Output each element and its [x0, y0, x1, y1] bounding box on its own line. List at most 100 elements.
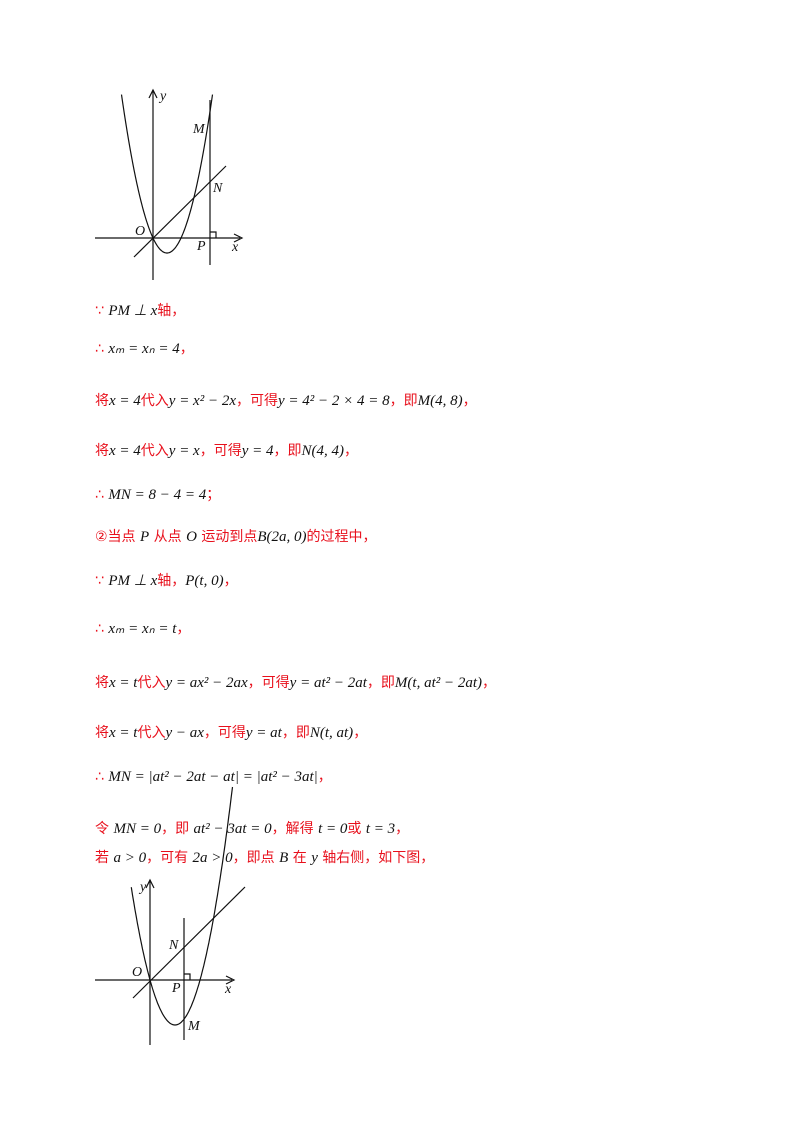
math: PM ⊥ x [108, 303, 158, 319]
text: 轴， [157, 303, 186, 319]
point-label: N [212, 181, 223, 196]
text: 将 [95, 725, 109, 741]
math: P(t, 0) [185, 573, 224, 589]
math: y − ax [165, 725, 204, 741]
point-label: x [231, 240, 239, 255]
text-line: 将x = 4代入y = x² − 2x，可得y = 4² − 2 × 4 = 8… [95, 390, 477, 410]
text-line: ∴ MN = 8 − 4 = 4； [95, 484, 220, 504]
math: PM ⊥ x [108, 573, 158, 589]
text: ， [344, 443, 358, 459]
math: P [140, 529, 150, 545]
arrow [225, 975, 236, 985]
math: y [311, 850, 318, 866]
arrow [145, 878, 155, 889]
math: B [279, 850, 289, 866]
text: ，即 [281, 725, 310, 741]
text: 代入 [137, 675, 166, 691]
parabola [130, 786, 234, 1026]
text-line: ②当点 P 从点 O 运动到点B(2a, 0)的过程中， [95, 526, 377, 546]
text: 或 [347, 821, 366, 837]
text: 从点 [149, 529, 187, 545]
arrow [148, 88, 158, 99]
right-angle [184, 973, 191, 980]
text: ， [176, 621, 191, 637]
math: y = at [245, 725, 282, 741]
text: ，即点 [232, 850, 280, 866]
text: ，即 [273, 443, 302, 459]
math: y = 4² − 2 × 4 = 8 [278, 393, 390, 409]
point-label: y [138, 880, 147, 895]
text: ， [223, 573, 238, 589]
point-label: O [135, 224, 145, 239]
text: ，即 [389, 393, 418, 409]
math: x = 4 [109, 393, 141, 409]
point-label: P [196, 239, 206, 254]
text: 将 [95, 443, 109, 459]
math: y = x [168, 443, 200, 459]
figure-2 [95, 786, 246, 1045]
text-line: 将x = t代入y = ax² − 2ax，可得y = at² − 2at，即M… [95, 672, 496, 692]
right-angle [210, 231, 217, 238]
math: t = 3 [365, 821, 396, 837]
text: 代入 [137, 725, 166, 741]
text: ，即 [366, 675, 395, 691]
text-line: ∵ PM ⊥ x轴， [95, 300, 185, 320]
text: ， [179, 341, 194, 357]
point-label: x [224, 982, 232, 997]
math: at² − 3at = 0 [193, 821, 272, 837]
text: 运动到点 [196, 529, 258, 545]
math: x = 4 [109, 443, 141, 459]
text-line: 令 MN = 0，即 at² − 3at = 0，解得 t = 0或 t = 3… [95, 818, 409, 838]
text: ，解得 [271, 821, 319, 837]
text: ， [462, 393, 477, 409]
math: t = 0 [318, 821, 348, 837]
math: B(2a, 0) [257, 529, 307, 545]
point-label: N [168, 938, 179, 953]
point-label: O [132, 965, 142, 980]
text: ， [395, 821, 410, 837]
text: 令 [95, 821, 114, 837]
text: ， [353, 725, 368, 741]
line [133, 165, 227, 258]
text-line: ∵ PM ⊥ x轴，P(t, 0)， [95, 570, 238, 590]
math: a > 0 [113, 850, 147, 866]
math: y = at² − 2at [289, 675, 367, 691]
text: ∵ [95, 303, 109, 319]
text: 在 [288, 850, 312, 866]
text: ，可有 [146, 850, 193, 866]
math: MN = |at² − 2at − at| = |at² − 3at| [108, 769, 318, 785]
text: 的过程中， [306, 529, 377, 545]
text-line: ∴ xₘ = xₙ = t， [95, 618, 190, 638]
text: ∴ [95, 341, 109, 357]
math: xₘ = xₙ = t [108, 621, 177, 637]
point-label: M [187, 1019, 201, 1034]
math: x = t [109, 675, 138, 691]
text-line: 将x = t代入y − ax，可得y = at，即N(t, at)， [95, 722, 367, 742]
figure-1 [95, 88, 244, 280]
math: MN = 8 − 4 = 4 [108, 487, 207, 503]
text: 代入 [140, 443, 169, 459]
line [132, 886, 246, 999]
math: MN = 0 [113, 821, 162, 837]
point-label: M [192, 122, 206, 137]
text: ， [482, 675, 497, 691]
math: y = x² − 2x [168, 393, 236, 409]
text: ； [206, 487, 221, 503]
math: y = 4 [241, 443, 274, 459]
math: M(t, at² − 2at) [394, 675, 483, 691]
text: 代入 [140, 393, 169, 409]
text: ∴ [95, 769, 109, 785]
math: M(4, 8) [417, 393, 463, 409]
math: 2a > 0 [192, 850, 233, 866]
point-label: y [158, 89, 167, 104]
text: ，可得 [199, 443, 242, 459]
text: ②当点 [95, 529, 141, 545]
text-line: 将x = 4代入y = x，可得y = 4，即N(4, 4)， [95, 440, 358, 460]
math: N(t, at) [309, 725, 354, 741]
text-line: ∴ xₘ = xₙ = 4， [95, 338, 194, 358]
math: y = ax² − 2ax [165, 675, 248, 691]
text: 将 [95, 393, 109, 409]
text: ，即 [161, 821, 194, 837]
